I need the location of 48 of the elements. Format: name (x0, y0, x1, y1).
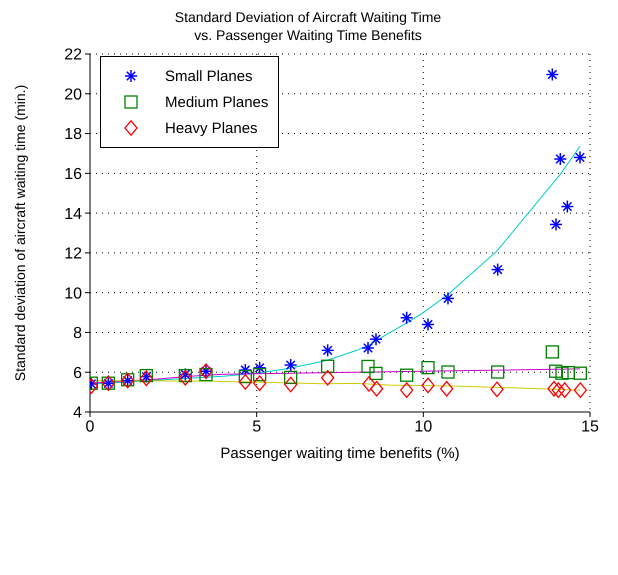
x-tick-label: 10 (414, 418, 432, 436)
point (253, 375, 266, 392)
point (421, 361, 435, 374)
point (555, 366, 569, 380)
x-tick-label: 0 (86, 418, 95, 436)
legend-label: Small Planes (165, 68, 253, 84)
point (490, 381, 504, 398)
y-tick-label: 16 (64, 166, 82, 184)
point (574, 366, 587, 380)
y-tick-label: 6 (73, 364, 82, 382)
point (552, 382, 565, 398)
legend-label: Heavy Planes (165, 120, 258, 136)
y-tick-label: 8 (73, 325, 82, 342)
point (369, 366, 383, 380)
point (574, 382, 587, 398)
point (362, 376, 376, 392)
point (546, 345, 559, 359)
point (321, 360, 334, 373)
y-tick-label: 12 (64, 246, 82, 263)
point (400, 368, 414, 382)
point (491, 365, 504, 379)
y-axis-title: Standard deviation of aircraft waiting time (min.) (12, 84, 28, 382)
point (238, 374, 252, 390)
point (199, 368, 213, 382)
point (361, 360, 375, 374)
point (421, 378, 435, 394)
x-tick-label: 5 (252, 418, 262, 436)
y-tick-label: 18 (64, 126, 82, 144)
y-tick-label: 10 (64, 285, 82, 302)
point (400, 382, 414, 398)
point (440, 380, 454, 397)
chart-title: Standard Deviation of Aircraft Waiting Time vs. Passenger Waiting Time Benefits (174, 8, 442, 44)
point (284, 370, 298, 384)
point (549, 364, 562, 378)
point (441, 365, 455, 379)
x-tick-label: 15 (581, 418, 599, 436)
y-tick-label: 22 (64, 46, 82, 64)
point (284, 376, 298, 392)
x-axis-title: Passenger waiting time benefits (%) (220, 445, 460, 462)
point (558, 382, 572, 398)
point (321, 370, 334, 386)
legend-label: Medium Planes (165, 94, 268, 110)
point (547, 380, 561, 397)
y-tick-label: 20 (64, 86, 82, 104)
y-tick-label: 4 (73, 404, 82, 422)
y-tick-label: 14 (64, 206, 82, 223)
point (562, 366, 575, 380)
point (370, 380, 384, 397)
